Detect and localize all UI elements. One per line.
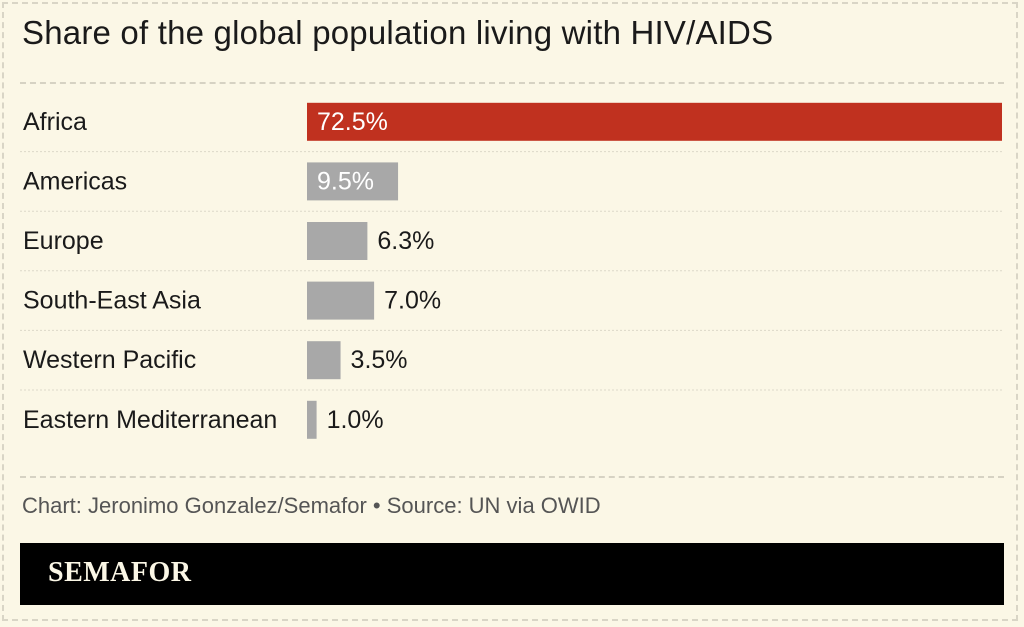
- bar-europe: [307, 222, 368, 260]
- bar-africa: [307, 102, 1002, 141]
- chart-card: [2, 2, 1018, 621]
- bottom-divider: [20, 476, 1004, 478]
- value-label-south-east-asia: 7.0%: [384, 287, 441, 315]
- semafor-logo: SEMAFOR: [48, 557, 192, 588]
- chart-title: Share of the global population living wi…: [22, 14, 774, 51]
- bar-americas: [307, 162, 399, 201]
- value-label-americas: 9.5%: [317, 167, 374, 195]
- value-label-europe: 6.3%: [377, 227, 434, 255]
- category-label-africa: Africa: [23, 108, 87, 136]
- bar-eastern-mediterranean: [307, 400, 317, 439]
- category-label-americas: Americas: [23, 167, 127, 195]
- brand-footer: SEMAFOR: [20, 543, 1004, 605]
- bar-western-pacific: [307, 341, 341, 380]
- bar-south-east-asia: [307, 281, 375, 320]
- chart-credit: Chart: Jeronimo Gonzalez/Semafor • Sourc…: [22, 493, 601, 518]
- value-label-africa: 72.5%: [317, 108, 388, 136]
- value-label-eastern-mediterranean: 1.0%: [327, 406, 384, 434]
- category-label-south-east-asia: South-East Asia: [23, 287, 201, 315]
- category-label-western-pacific: Western Pacific: [23, 346, 196, 374]
- category-label-europe: Europe: [23, 227, 104, 255]
- category-label-eastern-mediterranean: Eastern Mediterranean: [23, 406, 277, 434]
- top-divider: [20, 82, 1004, 84]
- value-label-western-pacific: 3.5%: [351, 346, 408, 374]
